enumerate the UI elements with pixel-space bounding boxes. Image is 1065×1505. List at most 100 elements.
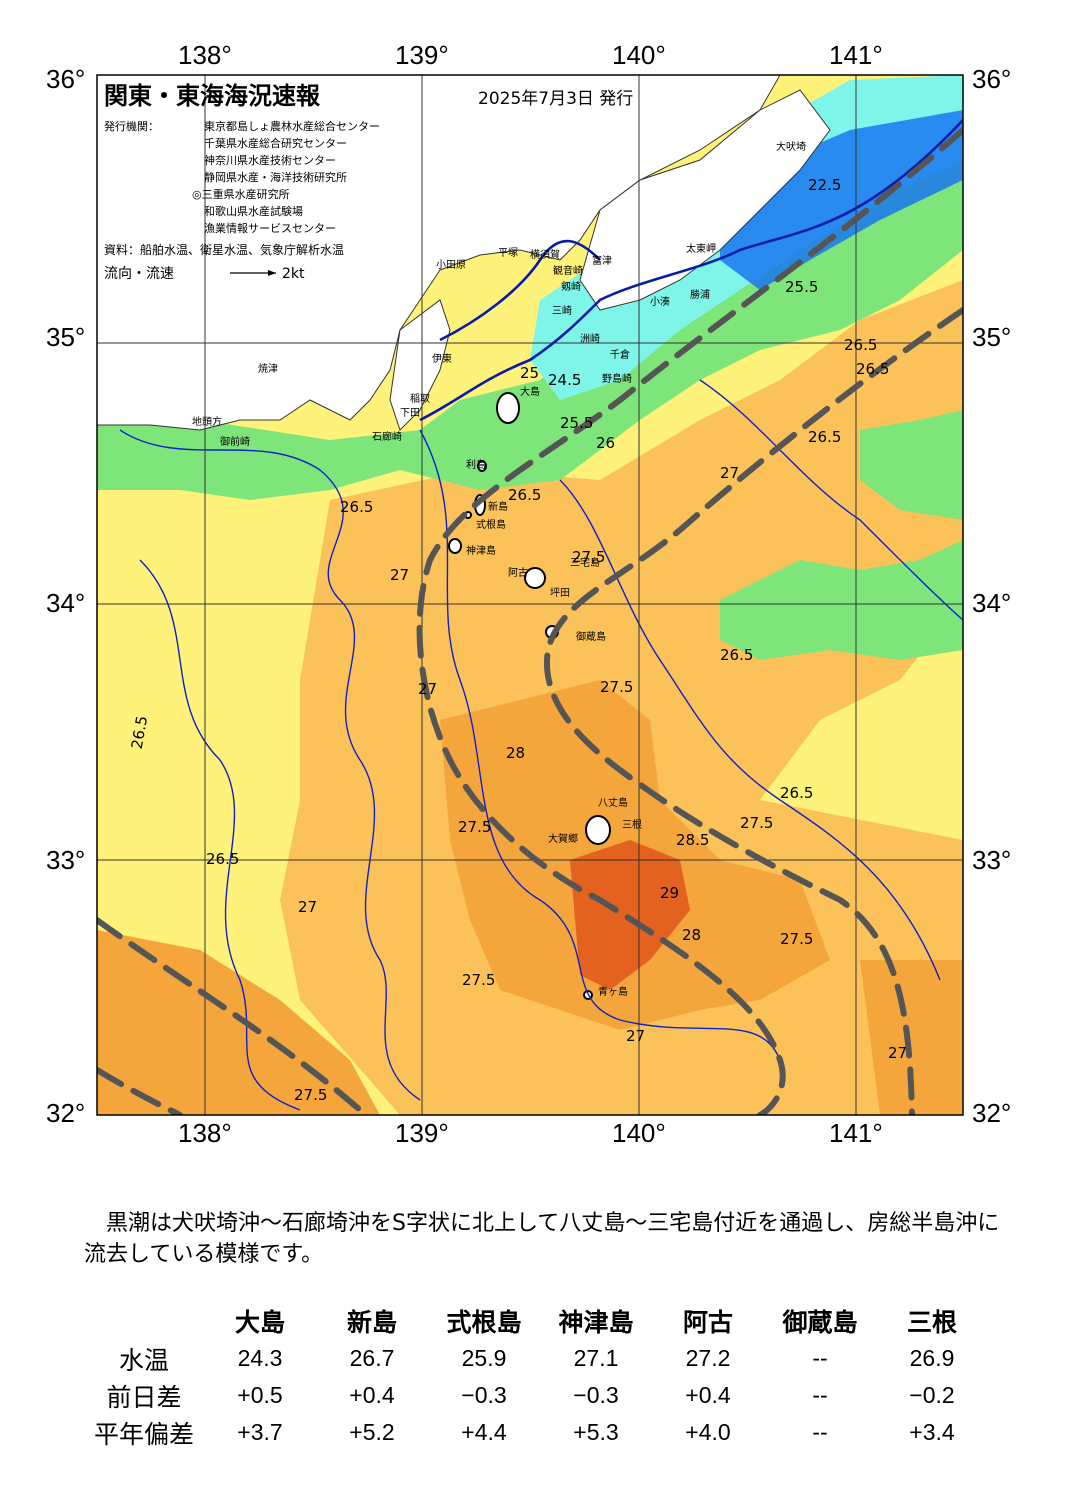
contour-line-bold — [439, 239, 601, 342]
sea-green-patch-east — [720, 540, 963, 660]
row-label-water-temp: 水温 — [118, 1345, 169, 1375]
table-cell: 24.3 — [237, 1345, 283, 1371]
place-name: 青ヶ島 — [598, 985, 628, 998]
table-header-cell: 式根島 — [446, 1308, 522, 1337]
contour-label: 27.5 — [458, 818, 491, 836]
land-honshu — [97, 75, 781, 431]
contour-label: 26.5 — [508, 486, 541, 504]
contour-label: 27.5 — [294, 1086, 327, 1104]
contour-label: 24.5 — [548, 371, 581, 389]
place-name: 大島 — [520, 385, 540, 398]
place-name: 石廊崎 — [372, 430, 402, 443]
place-name: 八丈島 — [598, 796, 628, 809]
place-name: 三宅島 — [570, 556, 600, 569]
contour-label: 27.5 — [780, 930, 813, 948]
kuroshio-axis-north — [416, 127, 963, 1115]
lat-tick-left-33: 33° — [46, 845, 86, 875]
place-name: 小湊 — [650, 295, 670, 308]
issuer: 神奈川県水産技術センター — [204, 153, 336, 167]
contour-label: 27.5 — [740, 814, 773, 832]
contour-label: 26.5 — [844, 336, 877, 354]
place-name: 稲取 — [410, 393, 430, 405]
lat-tick-right-33: 33° — [972, 845, 1012, 875]
contour-label: 25.5 — [785, 278, 818, 296]
table-cell: +5.3 — [573, 1419, 619, 1445]
island-temperature-table: 大島 新島 式根島 神津島 阿古 御蔵島 三根 水温 24.3 26.7 25.… — [84, 1302, 988, 1451]
contour-label: 25.5 — [560, 414, 593, 432]
lat-tick-right-35: 35° — [972, 322, 1012, 352]
table-cell: 27.1 — [573, 1345, 619, 1371]
table-row: 平年偏差 +3.7 +5.2 +4.4 +5.3 +4.0 -- +3.4 — [84, 1414, 988, 1451]
place-name: 坪田 — [550, 586, 570, 599]
contour-line — [559, 479, 941, 981]
contour-label: 28.5 — [676, 831, 709, 849]
lat-tick-right-32: 32° — [972, 1098, 1012, 1128]
contour-label: 27.5 — [572, 548, 605, 566]
issuer: 静岡県水産・海洋技術研究所 — [204, 170, 347, 184]
table-cell: +4.0 — [685, 1419, 731, 1445]
place-name: 観音崎 — [553, 264, 583, 277]
map-title: 関東・東海海況速報 — [104, 82, 321, 110]
sea-temperature-map: 22.5 25 24.5 25.5 25.5 26 26.5 26.5 26.5… — [96, 74, 964, 1116]
table-header-cell: 御蔵島 — [782, 1308, 858, 1337]
lon-tick-bottom-139: 139° — [395, 1118, 449, 1148]
table-cell: -- — [812, 1419, 828, 1445]
table-cell: 25.9 — [461, 1345, 507, 1371]
island-miyakejima — [524, 567, 546, 589]
place-name: 阿古 — [508, 566, 528, 579]
kuroshio-axis-sw2 — [97, 1067, 183, 1115]
contour-label: 25 — [520, 364, 539, 382]
lon-tick-bottom-141: 141° — [829, 1118, 883, 1148]
lon-tick-bottom-140: 140° — [612, 1118, 666, 1148]
place-name: 勝浦 — [690, 288, 710, 301]
place-name: 剱崎 — [561, 280, 581, 293]
contour-line — [139, 559, 301, 1111]
contour-label: 27 — [298, 898, 317, 916]
contour-label: 27 — [720, 464, 739, 482]
table-row: 水温 24.3 26.7 25.9 27.1 27.2 -- 26.9 — [84, 1340, 988, 1377]
place-name: 平塚 — [498, 247, 518, 259]
place-name: 三崎 — [552, 304, 572, 317]
table-cell: +0.4 — [349, 1382, 395, 1408]
sea-cool-zone — [720, 110, 963, 290]
contour-label: 28 — [682, 926, 701, 944]
contour-label: 26.5 — [856, 360, 889, 378]
issuer: 東京都島しょ農林水産総合センター — [204, 119, 380, 133]
place-name: 下田 — [400, 408, 420, 419]
place-name: 御前崎 — [220, 435, 250, 448]
table-cell: −0.3 — [461, 1382, 507, 1408]
place-name: 千倉 — [610, 348, 630, 361]
lat-tick-left-35: 35° — [46, 322, 86, 352]
place-name: 大吠埼 — [776, 140, 806, 153]
kuroshio-summary: 黒潮は犬吠埼沖～石廊埼沖をS字状に北上して八丈島～三宅島付近を通過し、房総半島沖… — [84, 1211, 1000, 1267]
contour-label: 26 — [596, 434, 615, 452]
table-header-cell: 新島 — [346, 1308, 397, 1337]
table-cell: -- — [812, 1345, 828, 1371]
kuroshio-axis-sw — [97, 917, 363, 1113]
table-cell: +0.4 — [685, 1382, 731, 1408]
contour-label: 26.5 — [206, 850, 239, 868]
table-header-cell: 阿古 — [682, 1308, 733, 1337]
place-name: 大賀郷 — [548, 832, 578, 845]
place-name: 焼津 — [258, 363, 278, 375]
island-toshima — [477, 460, 487, 472]
lat-tick-right-36: 36° — [972, 64, 1012, 94]
table-cell: 26.7 — [349, 1345, 395, 1371]
row-label-daily-diff: 前日差 — [106, 1382, 182, 1412]
table-cell: 27.2 — [685, 1345, 731, 1371]
table-cell: +3.7 — [237, 1419, 283, 1445]
contour-label: 26.5 — [808, 428, 841, 446]
issuer: 千葉県水産総合研究センター — [204, 136, 347, 150]
table-cell: −0.3 — [573, 1382, 619, 1408]
table-cell: -- — [812, 1382, 828, 1408]
contour-label: 27.5 — [462, 971, 495, 989]
place-name: 伊東 — [432, 352, 452, 365]
table-cell: +3.4 — [909, 1419, 955, 1445]
kuroshio-axis-south — [543, 307, 963, 1115]
lon-tick-top-141: 141° — [829, 40, 883, 70]
contour-label: 26.5 — [340, 498, 373, 516]
flow-legend-label: 流向・流速 — [104, 266, 174, 282]
lat-tick-left-36: 36° — [46, 64, 86, 94]
sea-hottest-zone — [570, 840, 690, 990]
contour-label: 26.5 — [720, 646, 753, 664]
